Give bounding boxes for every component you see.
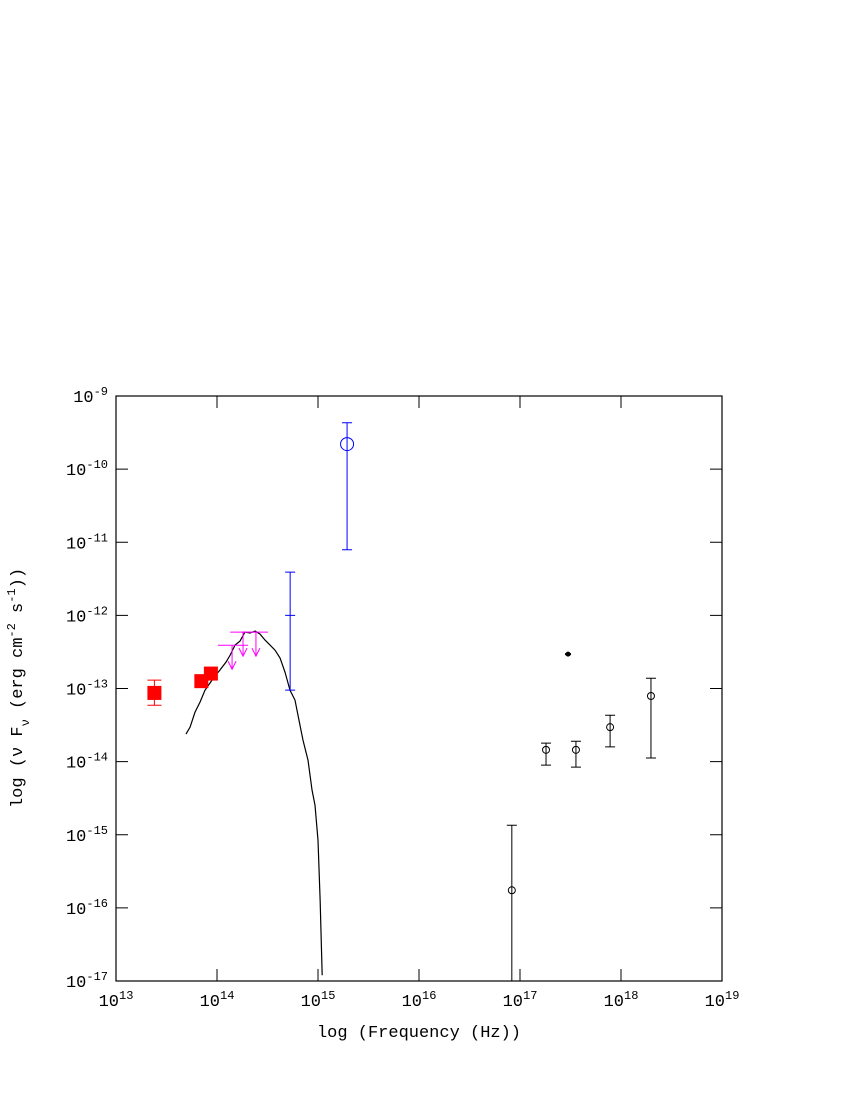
y-tick-label: 10-17 — [66, 970, 108, 993]
error-bar — [645, 677, 656, 759]
plot-area — [147, 422, 656, 981]
x-axis-label: log (Frequency (Hz)) — [317, 1024, 521, 1043]
y-tick-label: 10-12 — [66, 604, 108, 627]
data-point — [203, 666, 218, 681]
plot-frame — [115, 395, 723, 982]
x-tick-label: 1018 — [604, 989, 639, 1012]
y-tick-label: 10-13 — [66, 678, 108, 701]
y-tick-label: 10-16 — [66, 897, 108, 920]
y-tick-label: 10-15 — [66, 824, 108, 847]
spectrum-line — [185, 630, 323, 976]
y-tick-label: 10-10 — [66, 458, 108, 481]
error-bar — [342, 422, 353, 551]
y-tick-label: 10-11 — [66, 531, 108, 554]
y-axis-label: log (ν Fν (erg cm-2 s-1)) — [5, 568, 33, 808]
error-bar — [506, 824, 517, 981]
data-point — [646, 691, 655, 700]
upper-limit-arrow — [238, 632, 248, 658]
x-tick-label: 1019 — [705, 989, 740, 1012]
data-point — [571, 745, 580, 754]
data-point — [606, 723, 615, 732]
error-bar — [570, 740, 581, 768]
x-tick-label: 1015 — [301, 989, 336, 1012]
x-tick-label: 1017 — [503, 989, 538, 1012]
data-point — [340, 437, 355, 452]
data-point — [147, 685, 162, 700]
x-tick-label: 1013 — [99, 989, 134, 1012]
error-bar — [285, 571, 296, 691]
upper-limit-arrow — [227, 645, 237, 671]
x-tick-label: 1014 — [200, 989, 235, 1012]
data-point — [507, 886, 516, 895]
data-point — [565, 651, 571, 657]
upper-limit-arrow — [251, 632, 261, 658]
y-tick-label: 10-9 — [73, 385, 108, 408]
x-tick-label: 1016 — [402, 989, 437, 1012]
y-tick-label: 10-14 — [66, 751, 108, 774]
data-point — [542, 745, 551, 754]
